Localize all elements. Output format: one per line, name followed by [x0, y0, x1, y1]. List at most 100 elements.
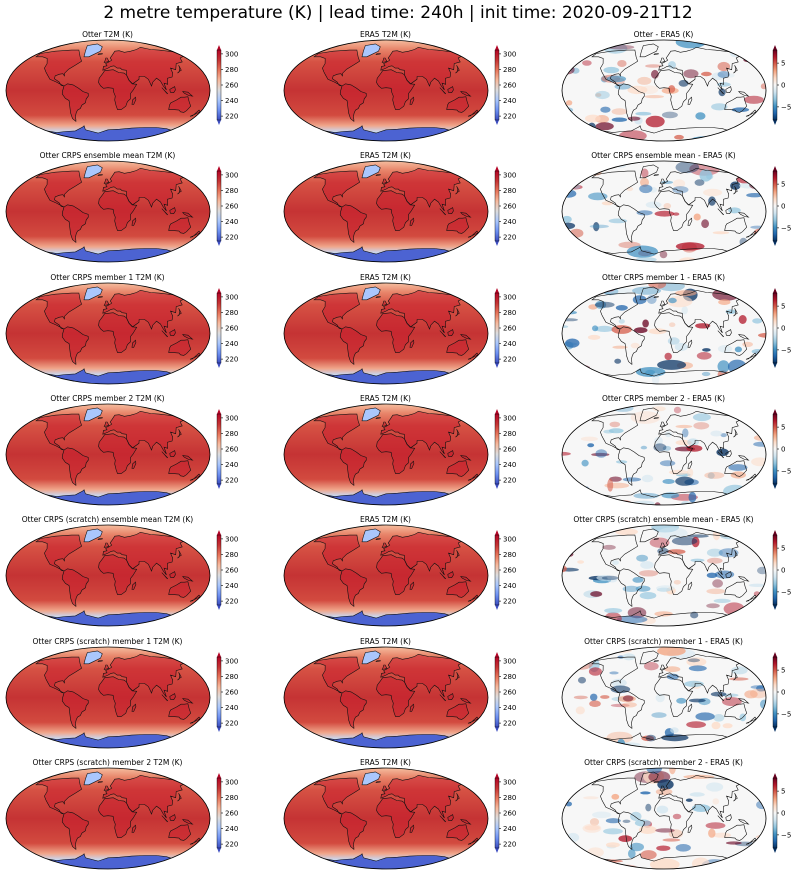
colorbar-tick-label: 240: [503, 582, 516, 590]
colorbar: 220 240 260 280 300: [494, 45, 516, 125]
colorbar-tick-label: 260: [503, 82, 516, 90]
colorbar-tick-label: 280: [225, 66, 238, 74]
colorbar-tick-label: 240: [225, 582, 238, 590]
colorbar-tick-label: 300: [225, 657, 238, 665]
map-panel: Otter CRPS (scratch) member 2 - ERA5 (K)…: [556, 758, 796, 880]
panel-title: ERA5 T2M (K): [360, 515, 411, 525]
colorbar-tick-label: 5: [781, 181, 785, 189]
colorbar-tick-label: 220: [503, 840, 516, 848]
colorbar-tick-label: 240: [225, 340, 238, 348]
colorbar-tick-label: 260: [225, 809, 238, 817]
colorbar-tick-label: 300: [503, 414, 516, 422]
colorbar-tick-label: 300: [503, 293, 516, 301]
colorbar-tick-label: 260: [503, 203, 516, 211]
panel-title: ERA5 T2M (K): [360, 151, 411, 161]
map-panel: ERA5 T2M (K) 220 240 260 280 300: [278, 151, 543, 273]
world-map: [283, 646, 489, 748]
colorbar-tick-label: 260: [503, 688, 516, 696]
colorbar: 220 240 260 280 300: [494, 408, 516, 489]
panel-title: ERA5 T2M (K): [360, 272, 411, 282]
colorbar: 5 0 −5: [772, 530, 791, 611]
panel-title: ERA5 T2M (K): [360, 30, 411, 39]
panel-title: Otter CRPS (scratch) ensemble mean T2M (…: [21, 515, 194, 525]
colorbar: 220 240 260 280 300: [494, 287, 516, 368]
colorbar-tick-label: 280: [503, 551, 516, 559]
panel-title: ERA5 T2M (K): [360, 636, 411, 646]
colorbar-tick-label: 260: [225, 203, 238, 211]
map-panel: ERA5 T2M (K) 220 240 260 280 300: [278, 394, 543, 516]
world-map: [283, 39, 489, 142]
colorbar-tick-label: 220: [503, 234, 516, 242]
colorbar-tick-label: 300: [225, 293, 238, 301]
colorbar-tick-label: 300: [503, 172, 516, 180]
colorbar-tick-label: 240: [225, 461, 238, 469]
colorbar-tick-label: 260: [503, 809, 516, 817]
colorbar-tick-label: 220: [503, 598, 516, 606]
map-panel: ERA5 T2M (K) 220 240 260 280 300: [278, 273, 543, 395]
colorbar-tick-label: 260: [225, 82, 238, 90]
map-panel: Otter CRPS (scratch) member 1 - ERA5 (K)…: [556, 637, 796, 759]
colorbar: 220 240 260 280 300: [216, 45, 238, 125]
colorbar-tick-label: 300: [225, 778, 238, 786]
world-map: [5, 282, 211, 384]
colorbar-tick-label: 260: [503, 324, 516, 332]
map-panel: ERA5 T2M (K) 220 240 260 280 300: [278, 30, 543, 152]
colorbar-tick-label: 0: [781, 567, 785, 575]
world-map: [5, 646, 211, 748]
panel-title: Otter CRPS (scratch) member 2 - ERA5 (K): [584, 757, 743, 767]
colorbar-tick-label: 280: [225, 672, 238, 680]
panel-title: Otter - ERA5 (K): [633, 30, 694, 39]
colorbar-tick-label: 240: [503, 825, 516, 833]
colorbar: 220 240 260 280 300: [216, 408, 238, 489]
world-map: [5, 403, 211, 506]
panel-title: Otter CRPS (scratch) member 2 T2M (K): [32, 757, 183, 767]
world-map: [5, 39, 211, 142]
world-map: [561, 767, 767, 870]
colorbar-tick-label: 280: [503, 309, 516, 317]
colorbar-tick-label: 300: [503, 657, 516, 665]
colorbar-tick-label: 5: [781, 787, 785, 795]
panel-title: Otter CRPS member 2 - ERA5 (K): [602, 393, 725, 403]
colorbar: 220 240 260 280 300: [216, 772, 238, 853]
colorbar-tick-label: 280: [225, 551, 238, 559]
panel-title: Otter CRPS ensemble mean T2M (K): [39, 151, 176, 161]
colorbar-tick-label: 220: [225, 598, 238, 606]
colorbar-tick-label: 220: [503, 719, 516, 727]
colorbar-tick-label: 280: [503, 66, 516, 74]
colorbar-tick-label: 240: [503, 704, 516, 712]
colorbar: 220 240 260 280 300: [494, 530, 516, 611]
colorbar-tick-label: 240: [503, 97, 516, 105]
panel-title: Otter CRPS (scratch) member 1 T2M (K): [32, 636, 183, 646]
world-map: [561, 524, 767, 627]
colorbar-tick-label: 5: [781, 302, 785, 310]
map-panel: Otter CRPS (scratch) ensemble mean - ERA…: [556, 515, 796, 637]
map-panel: Otter CRPS member 2 T2M (K) 220 240 260 280 3…: [0, 394, 265, 516]
colorbar-tick-label: 0: [781, 688, 785, 696]
colorbar-tick-label: −5: [781, 589, 791, 597]
colorbar: 5 0 −5: [772, 166, 791, 247]
colorbar-tick-label: 220: [503, 477, 516, 485]
colorbar-tick-label: 300: [225, 172, 238, 180]
colorbar-tick-label: 0: [781, 82, 785, 90]
panel-title: Otter CRPS member 1 - ERA5 (K): [602, 272, 725, 282]
colorbar-tick-label: 280: [503, 187, 516, 195]
world-map: [561, 646, 767, 748]
colorbar-tick-label: 240: [225, 704, 238, 712]
colorbar-tick-label: 0: [781, 809, 785, 817]
colorbar-tick-label: 280: [503, 794, 516, 802]
panel-title: ERA5 T2M (K): [360, 393, 411, 403]
colorbar-tick-label: 280: [503, 430, 516, 438]
colorbar: 5 0 −5: [772, 287, 791, 368]
colorbar: 220 240 260 280 300: [494, 772, 516, 853]
colorbar-tick-label: 240: [225, 825, 238, 833]
colorbar-tick-label: 280: [225, 794, 238, 802]
colorbar-tick-label: 300: [503, 50, 516, 58]
world-map: [561, 39, 767, 142]
colorbar-tick-label: 220: [225, 477, 238, 485]
colorbar: 5 0 −5: [772, 772, 791, 853]
colorbar: 220 240 260 280 300: [216, 530, 238, 611]
colorbar-tick-label: 220: [225, 840, 238, 848]
colorbar-tick-label: 260: [503, 567, 516, 575]
world-map: [283, 282, 489, 384]
map-panel: ERA5 T2M (K) 220 240 260 280 300: [278, 758, 543, 880]
